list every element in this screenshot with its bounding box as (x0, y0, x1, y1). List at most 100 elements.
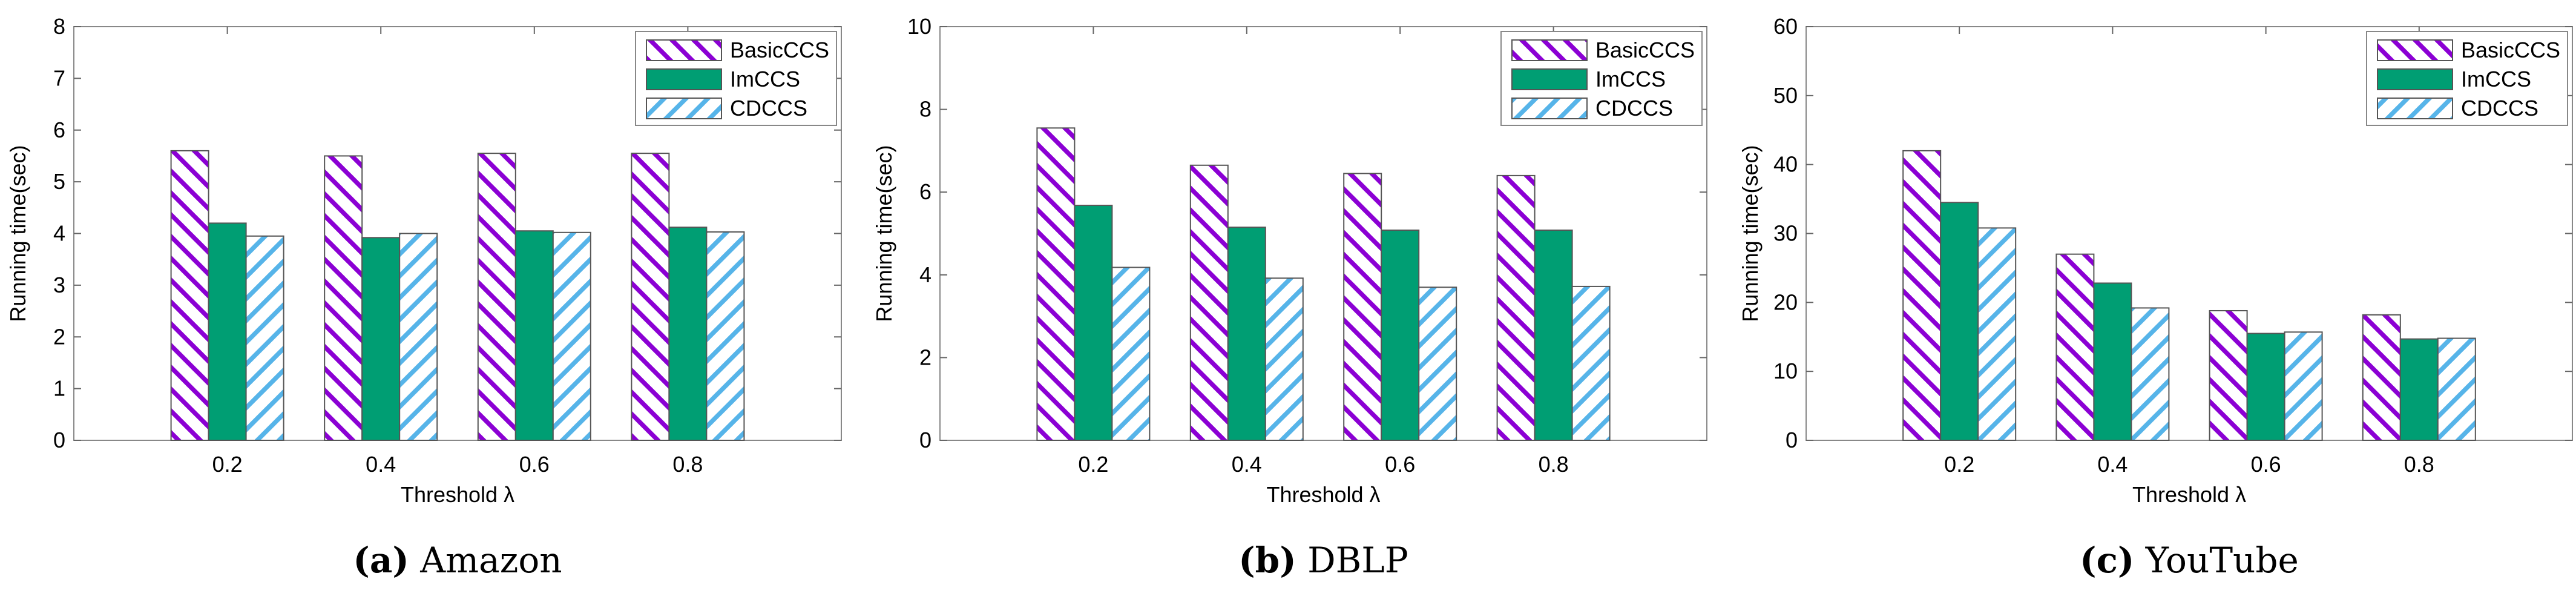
legend-label-basicccs: BasicCCS (730, 38, 829, 62)
legend-label-imccs: ImCCS (1595, 67, 1666, 91)
bar-basicccs-0.2 (170, 150, 209, 441)
bar-imccs-0.2 (1074, 205, 1113, 441)
x-tick-label: 0.8 (672, 452, 703, 477)
y-tick-label: 4 (53, 221, 65, 246)
x-tick-label: 0.6 (1385, 452, 1415, 477)
legend-swatch-imccs (1511, 68, 1588, 90)
y-tick-label: 0 (919, 428, 932, 452)
legend-label-cdccs: CDCCS (1595, 96, 1673, 121)
bar-basicccs-0.6 (2209, 309, 2248, 442)
legend: BasicCCS ImCCS CDCCS (2366, 31, 2568, 126)
caption-letter: (c) (2080, 540, 2134, 581)
x-tick-label: 0.2 (212, 452, 243, 477)
x-tick-label: 0.6 (2251, 452, 2281, 477)
y-tick-label: 4 (919, 262, 932, 287)
bar-cdccs-0.2 (1977, 227, 2017, 441)
legend-swatch-cdccs (2377, 98, 2453, 119)
caption-letter: (a) (353, 540, 409, 581)
legend-swatch-imccs (2377, 68, 2453, 90)
caption-text: DBLP (1296, 540, 1408, 581)
bar-cdccs-0.6 (1418, 286, 1457, 442)
subfigure-caption: (c) YouTube (2080, 540, 2299, 581)
bar-basicccs-0.8 (1496, 174, 1536, 441)
legend-swatch-basicccs (1511, 39, 1588, 61)
y-tick-label: 40 (1773, 152, 1798, 177)
bar-imccs-0.4 (1227, 227, 1266, 441)
bar-basicccs-0.4 (324, 155, 363, 441)
bar-imccs-0.6 (1381, 230, 1420, 441)
y-tick-label: 2 (53, 324, 65, 349)
y-axis-title: Running time(sec) (1738, 145, 1763, 322)
bar-imccs-0.8 (668, 227, 708, 441)
y-tick-label: 7 (53, 65, 65, 90)
caption-text: Amazon (409, 540, 562, 581)
y-axis-title: Running time(sec) (872, 145, 896, 322)
bar-cdccs-0.8 (2437, 337, 2476, 441)
bar-basicccs-0.8 (631, 153, 670, 441)
chart-panel-1: 0 1 2 3 4 5 6 7 8 0.2 0.4 0.6 0.8 Threshold λ Running … (5, 14, 842, 581)
bar-imccs-0.2 (208, 222, 247, 441)
legend-swatch-imccs (646, 68, 722, 90)
subfigure-caption: (a) Amazon (353, 540, 562, 581)
y-tick-label: 8 (919, 97, 932, 122)
y-tick-label: 3 (53, 273, 65, 297)
bar-cdccs-0.8 (1571, 285, 1611, 442)
legend-swatch-cdccs (1511, 98, 1588, 119)
bar-cdccs-0.4 (2131, 307, 2170, 441)
x-tick-label: 0.4 (1232, 452, 1262, 477)
legend-label-cdccs: CDCCS (730, 96, 807, 121)
legend-label-cdccs: CDCCS (2461, 96, 2538, 121)
legend-swatch-cdccs (646, 98, 722, 119)
bar-basicccs-0.6 (1343, 173, 1382, 441)
legend-label-imccs: ImCCS (730, 67, 800, 91)
x-axis-title: Threshold λ (2132, 482, 2246, 507)
bar-imccs-0.6 (2246, 333, 2285, 442)
bar-cdccs-0.4 (399, 233, 438, 441)
x-axis-title: Threshold λ (1266, 482, 1380, 507)
plot-frame (939, 26, 1707, 441)
y-tick-label: 10 (1773, 359, 1798, 383)
legend-label-basicccs: BasicCCS (1595, 38, 1695, 62)
x-tick-label: 0.4 (366, 452, 396, 477)
bar-imccs-0.8 (1534, 230, 1573, 441)
caption-letter: (b) (1238, 540, 1296, 581)
subfigure-caption: (b) DBLP (1238, 540, 1408, 581)
y-tick-label: 8 (53, 14, 65, 39)
x-tick-label: 0.2 (1944, 452, 1974, 477)
x-tick-label: 0.2 (1078, 452, 1108, 477)
y-tick-label: 1 (53, 376, 65, 401)
y-tick-label: 20 (1773, 290, 1798, 314)
bar-basicccs-0.4 (1189, 164, 1229, 441)
legend-label-basicccs: BasicCCS (2461, 38, 2560, 62)
bar-imccs-0.4 (2093, 282, 2132, 441)
y-tick-label: 10 (907, 14, 932, 39)
legend: BasicCCS ImCCS CDCCS (1500, 31, 1703, 126)
y-tick-label: 30 (1773, 221, 1798, 246)
y-tick-label: 6 (53, 117, 65, 142)
bar-basicccs-0.2 (1036, 127, 1076, 441)
legend-swatch-basicccs (646, 39, 722, 61)
bar-basicccs-0.4 (2055, 253, 2095, 441)
y-tick-label: 0 (1786, 428, 1798, 452)
caption-text: YouTube (2134, 540, 2298, 581)
bar-imccs-0.6 (514, 230, 554, 441)
legend: BasicCCS ImCCS CDCCS (635, 31, 837, 126)
bar-imccs-0.8 (2399, 338, 2439, 441)
y-tick-label: 60 (1773, 14, 1798, 39)
bar-cdccs-0.2 (1111, 266, 1151, 441)
bar-cdccs-0.2 (245, 235, 284, 441)
chart-panel-2: 0 2 4 6 8 10 0.2 0.4 0.6 0.8 Threshold λ Running ti… (872, 14, 1707, 581)
bar-cdccs-0.6 (552, 231, 591, 441)
x-tick-label: 0.8 (2404, 452, 2434, 477)
bar-basicccs-0.2 (1902, 150, 1942, 441)
y-tick-label: 6 (919, 179, 932, 204)
y-tick-label: 0 (53, 428, 65, 452)
y-axis-title: Running time(sec) (5, 145, 30, 322)
bar-cdccs-0.4 (1264, 277, 1304, 441)
bar-basicccs-0.8 (2362, 314, 2401, 441)
bar-cdccs-0.8 (706, 231, 745, 441)
x-tick-label: 0.6 (519, 452, 550, 477)
y-tick-label: 50 (1773, 83, 1798, 108)
y-tick-label: 2 (919, 345, 932, 369)
